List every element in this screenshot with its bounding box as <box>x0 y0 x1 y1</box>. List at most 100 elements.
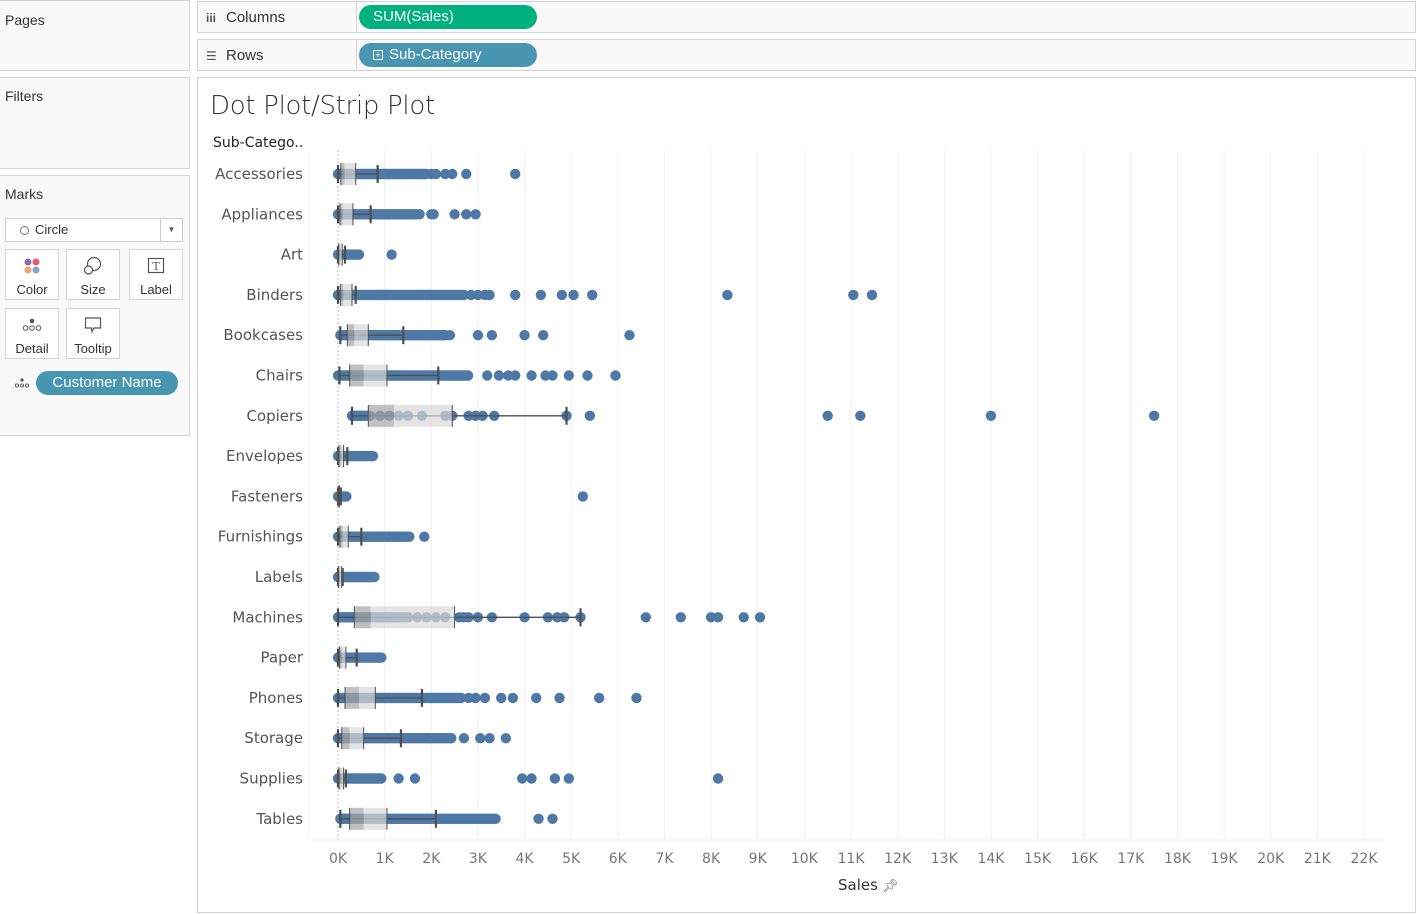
row-header-sub-category[interactable]: Sub-Catego.. <box>213 135 304 151</box>
data-point[interactable] <box>484 289 495 301</box>
category-label[interactable]: Copiers <box>246 407 303 425</box>
data-point[interactable] <box>369 571 380 583</box>
data-point[interactable] <box>822 410 833 421</box>
box-upper-half[interactable] <box>358 686 376 709</box>
box-lower-half[interactable] <box>340 283 344 306</box>
data-point[interactable] <box>586 289 598 301</box>
box-lower-half[interactable] <box>368 404 394 427</box>
box-upper-half[interactable] <box>354 324 369 347</box>
sum-sales-pill[interactable]: SUM(Sales) <box>359 5 537 29</box>
box-lower-half[interactable] <box>339 203 343 226</box>
data-point[interactable] <box>526 773 537 784</box>
box-upper-half[interactable] <box>342 203 353 226</box>
box-lower-half[interactable] <box>338 445 341 468</box>
data-point[interactable] <box>486 330 498 341</box>
mark-type-dropdown[interactable]: Circle ▼ <box>5 218 183 242</box>
data-point[interactable] <box>353 249 365 260</box>
data-point[interactable] <box>493 370 505 381</box>
box-upper-half[interactable] <box>344 163 356 185</box>
data-point[interactable] <box>538 330 549 341</box>
category-label[interactable]: Machines <box>232 608 303 626</box>
data-point[interactable] <box>549 773 561 784</box>
data-point[interactable] <box>510 289 521 301</box>
box-upper-half[interactable] <box>340 767 344 790</box>
chevron-down-icon[interactable]: ▼ <box>160 219 182 241</box>
data-point[interactable] <box>447 168 458 180</box>
data-point[interactable] <box>386 249 397 260</box>
data-point[interactable] <box>510 370 521 381</box>
box-upper-half[interactable] <box>393 404 453 427</box>
data-point[interactable] <box>535 289 547 301</box>
box-upper-half[interactable] <box>343 283 352 306</box>
box-lower-half[interactable] <box>340 163 345 185</box>
data-point[interactable] <box>446 733 457 744</box>
box-upper-half[interactable] <box>340 445 344 468</box>
box-lower-half[interactable] <box>347 324 355 347</box>
data-point[interactable] <box>461 168 472 180</box>
data-point[interactable] <box>640 612 651 623</box>
data-point[interactable] <box>519 330 530 341</box>
box-upper-half[interactable] <box>349 727 364 750</box>
data-point[interactable] <box>584 410 596 421</box>
data-point[interactable] <box>754 612 766 623</box>
category-label[interactable]: Art <box>281 246 303 264</box>
box-lower-half[interactable] <box>341 727 350 750</box>
category-label[interactable]: Paper <box>261 649 304 667</box>
box-lower-half[interactable] <box>354 606 371 629</box>
data-point[interactable] <box>419 531 430 542</box>
data-point[interactable] <box>500 733 512 744</box>
box-lower-half[interactable] <box>339 525 343 548</box>
data-point[interactable] <box>482 370 493 381</box>
pages-shelf[interactable]: Pages <box>0 0 190 71</box>
data-point[interactable] <box>563 370 575 381</box>
data-point[interactable] <box>428 209 439 220</box>
sub-category-pill[interactable]: + Sub-Category <box>359 43 537 67</box>
data-point[interactable] <box>582 370 593 381</box>
data-point[interactable] <box>547 370 558 381</box>
data-point[interactable] <box>484 733 495 744</box>
data-point[interactable] <box>496 692 507 704</box>
data-point[interactable] <box>533 813 544 824</box>
data-point[interactable] <box>367 450 379 462</box>
data-point[interactable] <box>461 209 472 220</box>
data-point[interactable] <box>547 813 558 824</box>
data-point[interactable] <box>610 370 621 381</box>
data-point[interactable] <box>517 773 528 784</box>
category-label[interactable]: Envelopes <box>226 447 303 465</box>
box-lower-half[interactable] <box>344 686 359 709</box>
color-button[interactable]: Color <box>5 249 59 300</box>
box-upper-half[interactable] <box>342 525 349 548</box>
data-point[interactable] <box>444 330 456 341</box>
box-upper-half[interactable] <box>339 566 342 588</box>
data-point[interactable] <box>593 692 605 704</box>
box-upper-half[interactable] <box>363 807 387 830</box>
box-upper-half[interactable] <box>339 243 343 266</box>
x-axis-title[interactable]: Sales 📌︎ <box>838 876 898 894</box>
box-lower-half[interactable] <box>339 646 342 669</box>
data-point[interactable] <box>341 491 352 502</box>
data-point[interactable] <box>1148 410 1160 421</box>
category-label[interactable]: Accessories <box>215 165 303 183</box>
data-point[interactable] <box>675 612 686 623</box>
category-label[interactable]: Fasteners <box>231 487 303 505</box>
category-label[interactable]: Appliances <box>221 205 303 223</box>
data-point[interactable] <box>414 209 425 220</box>
data-point[interactable] <box>462 370 474 381</box>
expand-icon[interactable]: + <box>373 50 383 60</box>
data-point[interactable] <box>848 289 859 301</box>
data-point[interactable] <box>510 168 521 180</box>
customer-name-pill[interactable]: Customer Name <box>36 371 178 395</box>
data-point[interactable] <box>404 531 415 542</box>
data-point[interactable] <box>556 289 568 301</box>
data-point[interactable] <box>490 813 501 824</box>
data-point[interactable] <box>455 692 467 704</box>
data-point[interactable] <box>479 692 491 704</box>
data-point[interactable] <box>554 692 565 704</box>
box-upper-half[interactable] <box>341 646 346 669</box>
data-point[interactable] <box>470 692 481 704</box>
data-point[interactable] <box>376 652 387 663</box>
data-point[interactable] <box>866 289 878 301</box>
data-point[interactable] <box>393 773 404 784</box>
box-upper-half[interactable] <box>363 364 387 387</box>
data-point[interactable] <box>430 168 442 180</box>
